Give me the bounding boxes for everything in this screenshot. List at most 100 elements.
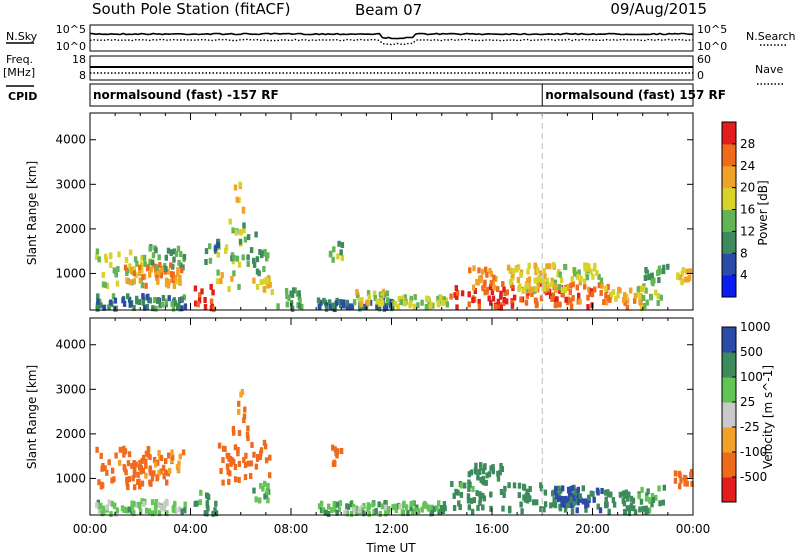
range-cell <box>217 442 222 449</box>
colorbar-segment <box>722 352 736 378</box>
range-cell <box>132 467 137 474</box>
range-cell <box>442 501 447 508</box>
x-tick-label: 16:00 <box>475 522 510 536</box>
range-cell <box>245 431 250 438</box>
range-cell <box>244 452 248 459</box>
colorbar-segment <box>722 402 736 428</box>
range-cell <box>539 485 544 492</box>
range-cell <box>169 249 173 256</box>
range-cell <box>609 291 614 298</box>
range-cell <box>579 496 583 503</box>
range-cell <box>176 267 180 274</box>
range-cell <box>503 485 507 492</box>
range-cell <box>230 255 234 262</box>
range-cell <box>689 471 693 478</box>
range-cell <box>99 502 103 509</box>
range-cell <box>375 304 379 311</box>
range-cell <box>105 469 109 476</box>
range-cell <box>581 485 585 492</box>
range-cell <box>460 290 465 297</box>
range-cell <box>517 482 522 489</box>
range-cell <box>145 304 149 310</box>
range-cell <box>644 287 648 294</box>
colorbar-segment <box>722 187 736 210</box>
range-cell <box>512 482 517 489</box>
range-cell <box>454 488 458 495</box>
range-cell <box>99 452 103 459</box>
range-cell <box>528 486 532 492</box>
range-cell <box>482 281 487 288</box>
range-cell <box>138 508 143 515</box>
range-cell <box>471 297 475 304</box>
range-cell <box>645 492 649 499</box>
range-cell <box>103 281 107 288</box>
range-cell <box>650 272 654 279</box>
range-cell <box>466 497 471 504</box>
range-cell <box>412 303 416 310</box>
range-cell <box>149 266 153 273</box>
range-cell <box>231 426 236 432</box>
range-cell <box>152 470 156 477</box>
range-cell <box>640 486 644 493</box>
colorbar-segment <box>722 253 736 276</box>
range-cell <box>180 305 184 312</box>
range-cell <box>327 511 331 517</box>
range-cell <box>367 510 371 517</box>
range-cell <box>648 497 652 504</box>
range-cell <box>645 508 650 515</box>
range-cell <box>604 286 608 292</box>
range-cell <box>413 507 417 514</box>
range-cell <box>137 464 142 471</box>
range-cell <box>141 293 145 300</box>
range-cell <box>200 288 204 295</box>
range-cell <box>197 297 202 304</box>
colorbar-tick-label: 1000 <box>740 320 771 334</box>
range-cell <box>403 300 407 307</box>
range-cell <box>241 254 245 261</box>
range-cell <box>193 285 198 292</box>
range-cell <box>155 274 159 281</box>
range-cell <box>252 257 256 264</box>
range-cell <box>196 301 200 308</box>
range-cell <box>358 297 363 303</box>
range-cell <box>380 292 384 299</box>
range-cell <box>171 277 176 283</box>
range-cell <box>611 497 616 504</box>
range-cell <box>371 501 375 508</box>
y-tick-label: 3000 <box>55 177 86 191</box>
range-cell <box>554 485 558 492</box>
range-cell <box>183 501 187 508</box>
range-cell <box>598 507 603 514</box>
range-cell <box>213 245 218 252</box>
range-cell <box>258 497 262 504</box>
freq-tick-top: 18 <box>72 53 86 66</box>
range-cell <box>252 487 256 494</box>
range-cell <box>650 278 655 285</box>
range-cell <box>159 272 163 279</box>
range-cell <box>491 295 496 302</box>
range-cell <box>470 497 474 504</box>
range-cell <box>177 259 181 266</box>
range-cell <box>114 510 118 517</box>
range-cell <box>216 278 220 285</box>
range-cell <box>254 231 258 238</box>
range-cell <box>332 459 336 466</box>
range-cell <box>581 498 585 505</box>
range-cell <box>154 305 158 312</box>
range-cell <box>388 302 393 309</box>
range-cell <box>331 444 335 451</box>
y-tick-label: 2000 <box>55 222 86 236</box>
range-cell <box>208 257 213 264</box>
y-tick-label: 3000 <box>55 382 86 396</box>
range-cell <box>122 445 126 452</box>
range-cell <box>114 269 118 276</box>
range-cell <box>569 282 573 289</box>
noise-tick-bottom-right: 10^0 <box>697 40 727 53</box>
range-cell <box>120 505 125 512</box>
range-cell <box>214 510 219 517</box>
range-cell <box>135 298 139 305</box>
range-cell <box>148 271 152 278</box>
range-cell <box>128 263 132 270</box>
range-cell <box>566 296 571 303</box>
